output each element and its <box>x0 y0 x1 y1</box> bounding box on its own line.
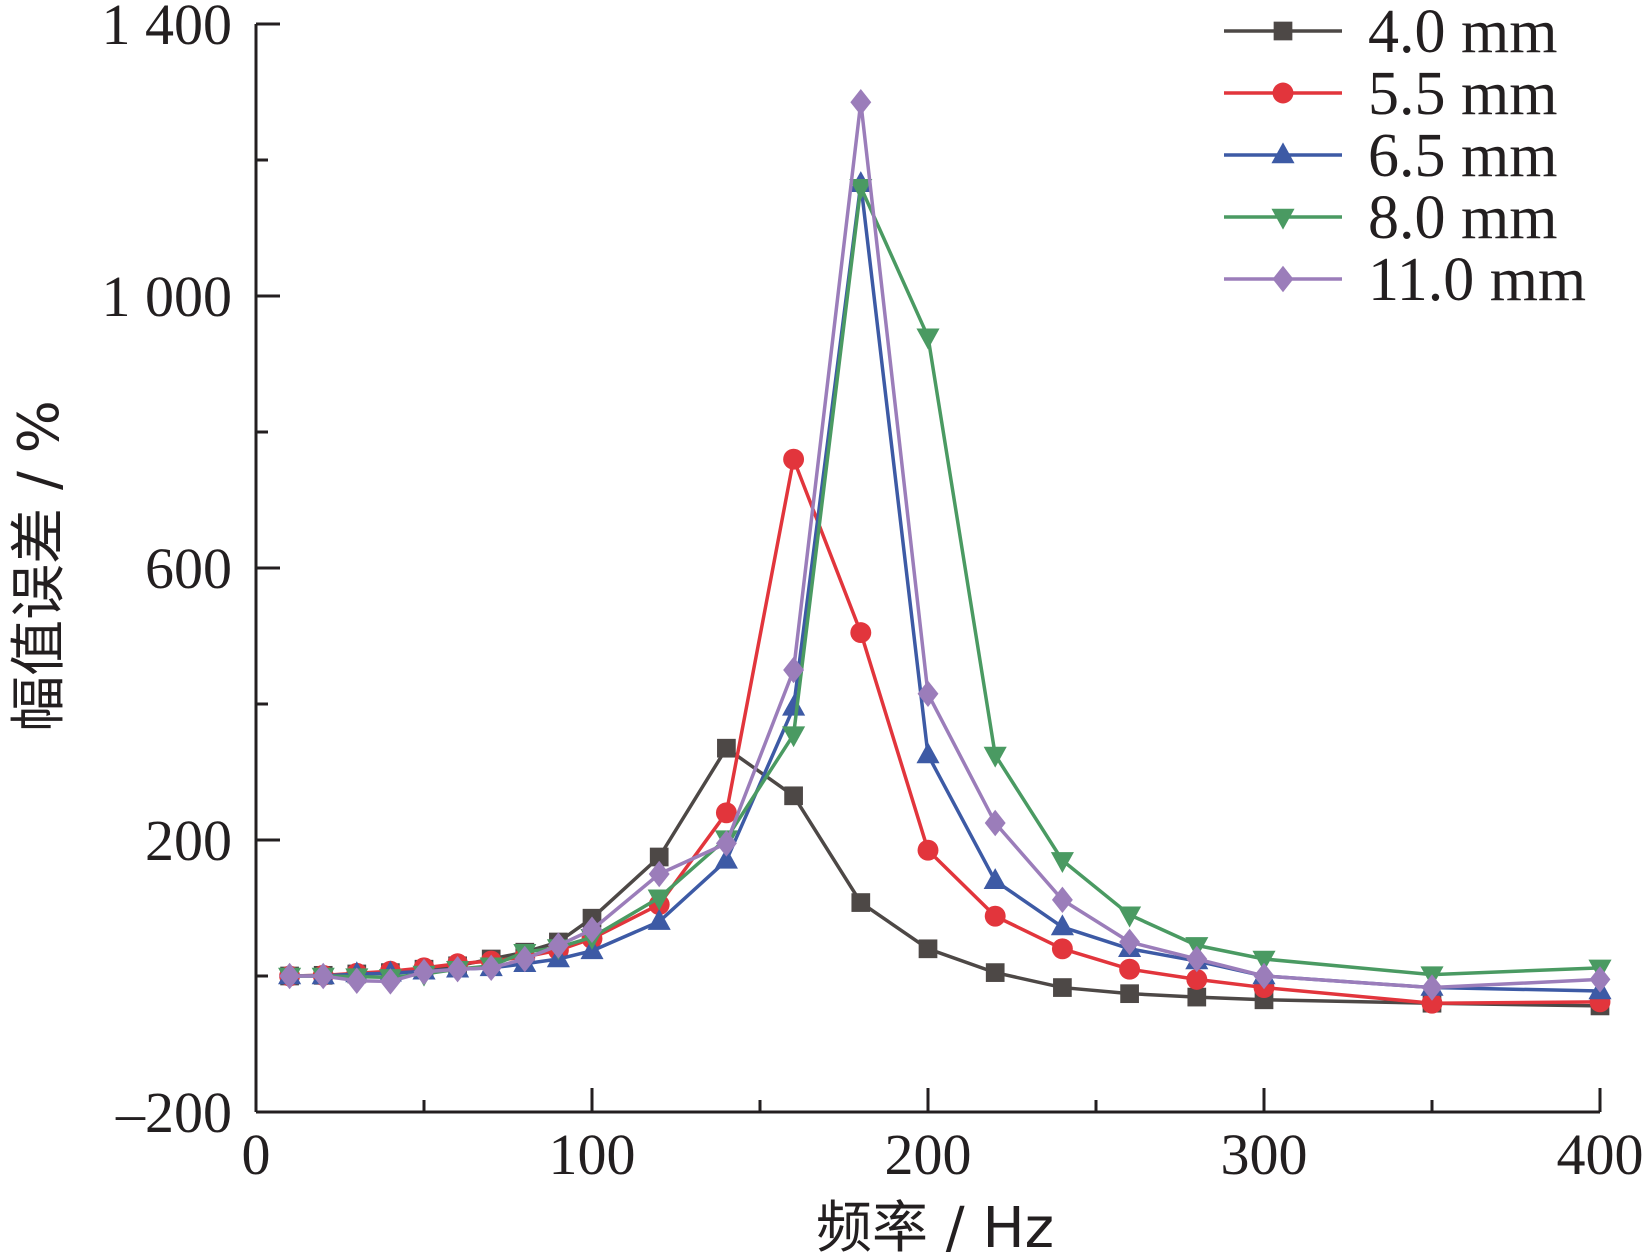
data-point <box>1051 886 1073 914</box>
data-point <box>782 726 806 748</box>
data-point <box>715 802 737 824</box>
data-point <box>647 889 671 911</box>
legend-label: 8.0 mm <box>1368 184 1557 252</box>
legend-label: 11.0 mm <box>1368 246 1586 314</box>
legend-item: 5.5 mm <box>1224 60 1557 128</box>
data-point <box>918 939 938 959</box>
data-point <box>413 958 435 986</box>
legend-marker <box>1273 21 1293 41</box>
data-point <box>984 905 1006 927</box>
data-point <box>346 967 368 994</box>
y-ticks: –200 200 600 1 000 1 400 <box>102 0 280 1145</box>
legend-marker <box>1271 208 1295 230</box>
data-point <box>1119 958 1141 980</box>
x-tick-label: 100 <box>549 1122 636 1187</box>
data-point <box>1186 945 1208 973</box>
data-point <box>1252 950 1276 972</box>
data-point <box>648 860 670 888</box>
data-point <box>1050 914 1074 936</box>
data-point <box>1186 968 1208 990</box>
series-line <box>289 100 1601 990</box>
data-point <box>916 328 940 350</box>
legend-label: 4.0 mm <box>1368 0 1557 66</box>
data-point <box>647 908 671 930</box>
data-point <box>1050 852 1074 874</box>
legend-label: 6.5 mm <box>1368 122 1557 190</box>
data-point <box>649 847 669 867</box>
series-11-0-mm <box>279 89 1611 1001</box>
data-point <box>984 809 1006 837</box>
data-point <box>983 746 1007 768</box>
data-point <box>447 956 469 983</box>
data-point <box>379 968 401 995</box>
data-point <box>717 738 736 758</box>
data-point <box>985 963 1005 982</box>
legend-marker <box>1272 265 1294 293</box>
data-point <box>514 945 536 973</box>
legend-item: 4.0 mm <box>1224 0 1557 66</box>
data-point <box>850 89 872 116</box>
series-line <box>289 182 1601 993</box>
series-line <box>289 457 1601 1005</box>
data-point <box>784 786 803 806</box>
legend-item: 8.0 mm <box>1224 184 1557 252</box>
x-ticks: 0 100 200 300 400 <box>242 1088 1644 1187</box>
data-point <box>916 742 940 764</box>
data-point <box>849 178 873 200</box>
data-point <box>1589 966 1611 993</box>
x-tick-label: 200 <box>885 1122 972 1187</box>
data-point <box>1051 938 1073 960</box>
x-tick-label: 0 <box>242 1122 271 1187</box>
y-tick-label: 600 <box>145 536 232 601</box>
data-point <box>783 448 805 470</box>
legend-item: 6.5 mm <box>1224 122 1557 190</box>
data-point <box>917 680 939 707</box>
legend-marker <box>1272 82 1294 104</box>
y-tick-label: 1 000 <box>102 264 233 329</box>
data-point <box>851 893 871 912</box>
data-point <box>714 847 738 869</box>
data-point <box>850 622 872 644</box>
x-tick-label: 300 <box>1221 1122 1308 1187</box>
data-point <box>279 962 301 990</box>
data-point <box>480 954 502 982</box>
series-5-5-mm <box>279 448 1611 1014</box>
data-point <box>581 916 603 943</box>
data-point <box>1118 906 1142 928</box>
legend-marker <box>1271 142 1295 164</box>
data-point <box>1253 962 1275 990</box>
data-point <box>1053 978 1072 997</box>
legend-label: 5.5 mm <box>1368 60 1557 128</box>
y-tick-label: –200 <box>115 1080 232 1145</box>
x-axis-title: 频率 / Hz <box>816 1196 1054 1260</box>
y-tick-label: 200 <box>145 808 232 873</box>
data-point <box>1120 984 1139 1004</box>
data-point <box>917 839 939 861</box>
data-point <box>783 656 805 684</box>
series-layer <box>278 89 1612 1016</box>
legend-item: 11.0 mm <box>1224 246 1586 314</box>
data-point <box>1421 974 1443 1001</box>
y-tick-label: 1 400 <box>102 0 233 57</box>
data-point <box>983 868 1007 890</box>
data-point <box>1187 987 1207 1007</box>
data-point <box>312 962 334 990</box>
data-point <box>547 932 569 959</box>
data-point <box>1119 928 1141 956</box>
x-tick-label: 400 <box>1557 1122 1644 1187</box>
y-axis-title: 幅值误差 / % <box>7 400 72 732</box>
data-point <box>1421 992 1443 1014</box>
data-point <box>715 830 737 857</box>
data-point <box>782 694 806 716</box>
